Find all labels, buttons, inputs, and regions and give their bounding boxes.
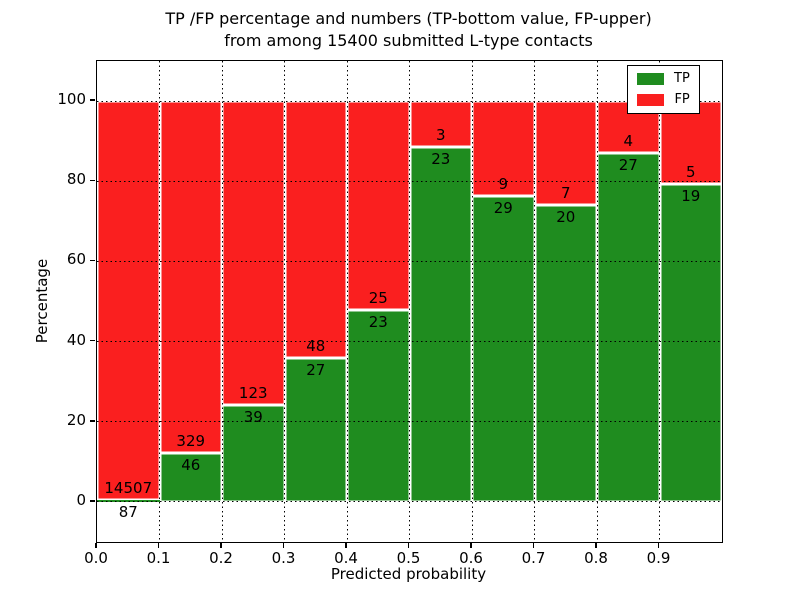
legend-swatch-fp (637, 94, 664, 106)
bar-segment-fp (284, 101, 347, 358)
x-tick-mark (220, 542, 222, 548)
x-tick-mark (532, 542, 535, 548)
y-axis-label: Percentage (33, 258, 51, 344)
x-axis-label: Predicted probability (330, 565, 487, 583)
bar-label-fp: 7 (560, 183, 571, 202)
bar-label-tp: 27 (306, 360, 326, 379)
bar-segment-tp (534, 204, 597, 502)
legend-label-tp: TP (674, 71, 690, 86)
bar-label-tp: 27 (618, 155, 638, 174)
bar-segment-fp (534, 101, 597, 205)
x-tick-mark (95, 542, 97, 548)
bar-label-fp: 25 (368, 288, 388, 307)
bar-segment-tp (97, 499, 160, 502)
bar-label-fp: 123 (238, 384, 268, 403)
bar-label-tp: 29 (493, 199, 513, 218)
x-tick-label: 0.9 (646, 549, 671, 567)
bar-segment-tp (597, 152, 660, 502)
x-tick-label: 0.3 (271, 549, 296, 567)
bar-label-tp: 23 (431, 150, 451, 169)
y-tick-label: 40 (66, 330, 86, 349)
chart-title: TP /FP percentage and numbers (TP-bottom… (96, 8, 721, 52)
bar-label-fp: 5 (685, 163, 696, 182)
bar-segment-tp (409, 147, 472, 502)
bar-label-tp: 46 (181, 455, 201, 474)
legend-entry-fp: FP (637, 93, 690, 107)
gridline-vertical (409, 61, 410, 542)
x-tick-label: 0.0 (84, 549, 108, 567)
x-tick-mark (157, 542, 160, 548)
bar-segment-fp (659, 101, 722, 185)
y-tick-label: 20 (66, 410, 86, 429)
bar-segment-fp (409, 101, 472, 148)
x-tick-label: 0.5 (396, 549, 421, 567)
y-tick-label: 100 (57, 90, 86, 109)
bar-segment-fp (347, 101, 410, 310)
bar-segment-fp (159, 101, 222, 453)
bar-segment-fp (97, 101, 160, 500)
gridline-vertical (346, 61, 348, 542)
gridline-vertical (284, 61, 285, 542)
gridline-vertical (534, 61, 535, 542)
bar-label-tp: 20 (556, 207, 576, 226)
y-tick-mark (89, 500, 95, 502)
gridline-vertical (471, 61, 473, 542)
x-tick-mark (345, 542, 347, 548)
bar-label-fp: 9 (498, 175, 509, 194)
legend-swatch-tp (637, 73, 664, 85)
chart-title-line1: TP /FP percentage and numbers (TP-bottom… (165, 9, 652, 28)
bar-label-fp: 3 (435, 126, 446, 145)
bar-segment-fp (222, 101, 285, 406)
legend: TP FP (627, 65, 700, 114)
x-tick-mark (407, 542, 410, 548)
y-tick-label: 0 (76, 490, 86, 509)
bar-label-fp: 14507 (104, 478, 153, 497)
y-tick-mark (89, 339, 95, 342)
gridline-vertical (659, 61, 660, 542)
bar-label-tp: 19 (681, 187, 701, 206)
x-tick-mark (282, 542, 285, 548)
plot-area: 14507 87 329 46 123 39 48 27 25 23 3 23 9 29 7 20 4 27 5 19… (96, 60, 723, 543)
y-tick-mark (89, 99, 95, 101)
y-tick-label: 80 (66, 170, 86, 189)
x-tick-mark (470, 542, 472, 548)
y-tick-label: 60 (66, 250, 86, 269)
x-tick-label: 0.4 (334, 549, 358, 567)
y-tick-mark (89, 259, 95, 262)
x-tick-mark (595, 542, 597, 548)
chart-title-line2: from among 15400 submitted L-type contac… (224, 31, 593, 50)
gridline-vertical (159, 61, 160, 542)
bar-label-tp: 87 (118, 502, 138, 521)
bar-label-tp: 39 (243, 408, 263, 427)
bar-label-fp: 48 (306, 336, 326, 355)
legend-label-fp: FP (674, 92, 690, 107)
y-tick-mark (89, 420, 95, 422)
gridline-vertical (221, 61, 223, 542)
bar-segment-tp (284, 357, 347, 502)
x-tick-label: 0.6 (459, 549, 483, 567)
x-tick-label: 0.1 (146, 549, 171, 567)
bar-segment-tp (159, 452, 222, 502)
bar-label-fp: 329 (176, 431, 206, 450)
x-tick-mark (657, 542, 660, 548)
x-tick-label: 0.2 (209, 549, 233, 567)
y-tick-mark (89, 179, 95, 181)
gridline-vertical (596, 61, 598, 542)
legend-entry-tp: TP (637, 72, 690, 86)
bar-segment-tp (347, 309, 410, 502)
x-tick-label: 0.7 (521, 549, 546, 567)
bar-label-tp: 23 (368, 312, 388, 331)
bar-segment-tp (472, 196, 535, 502)
bar-segment-tp (659, 184, 722, 502)
bar-label-fp: 4 (623, 131, 634, 150)
bar-segment-fp (472, 101, 535, 197)
x-tick-label: 0.8 (584, 549, 608, 567)
